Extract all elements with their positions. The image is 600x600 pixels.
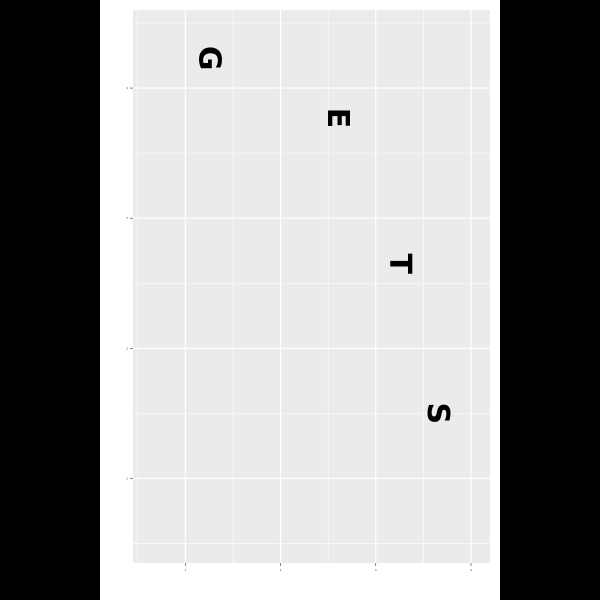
minor-gridlines — [133, 10, 490, 563]
y-tick-label: 3 — [126, 216, 128, 220]
x-tick-label: 1 — [184, 568, 186, 572]
y-tick-label: 2 — [126, 346, 128, 350]
chart-svg: 1 2 3 4 1 2 3 4 G E T S — [126, 10, 490, 572]
letter-point: G — [192, 46, 227, 71]
x-tick-label: 2 — [280, 568, 282, 572]
panel-background — [133, 10, 490, 563]
axis-ticks — [130, 87, 472, 566]
chart-figure: 1 2 3 4 1 2 3 4 G E T S — [100, 0, 500, 600]
letter-point: S — [420, 403, 455, 425]
letter-point: E — [320, 108, 355, 129]
letter-points: G E T S — [192, 46, 455, 424]
x-tick-label: 3 — [375, 568, 377, 572]
plot-panel — [133, 10, 490, 563]
major-gridlines — [133, 10, 490, 563]
y-tick-label: 4 — [126, 86, 128, 90]
y-tick-label: 1 — [126, 476, 128, 480]
tick-labels: 1 2 3 4 1 2 3 4 — [126, 86, 472, 572]
letter-point: T — [382, 253, 417, 274]
x-tick-label: 4 — [470, 568, 472, 572]
